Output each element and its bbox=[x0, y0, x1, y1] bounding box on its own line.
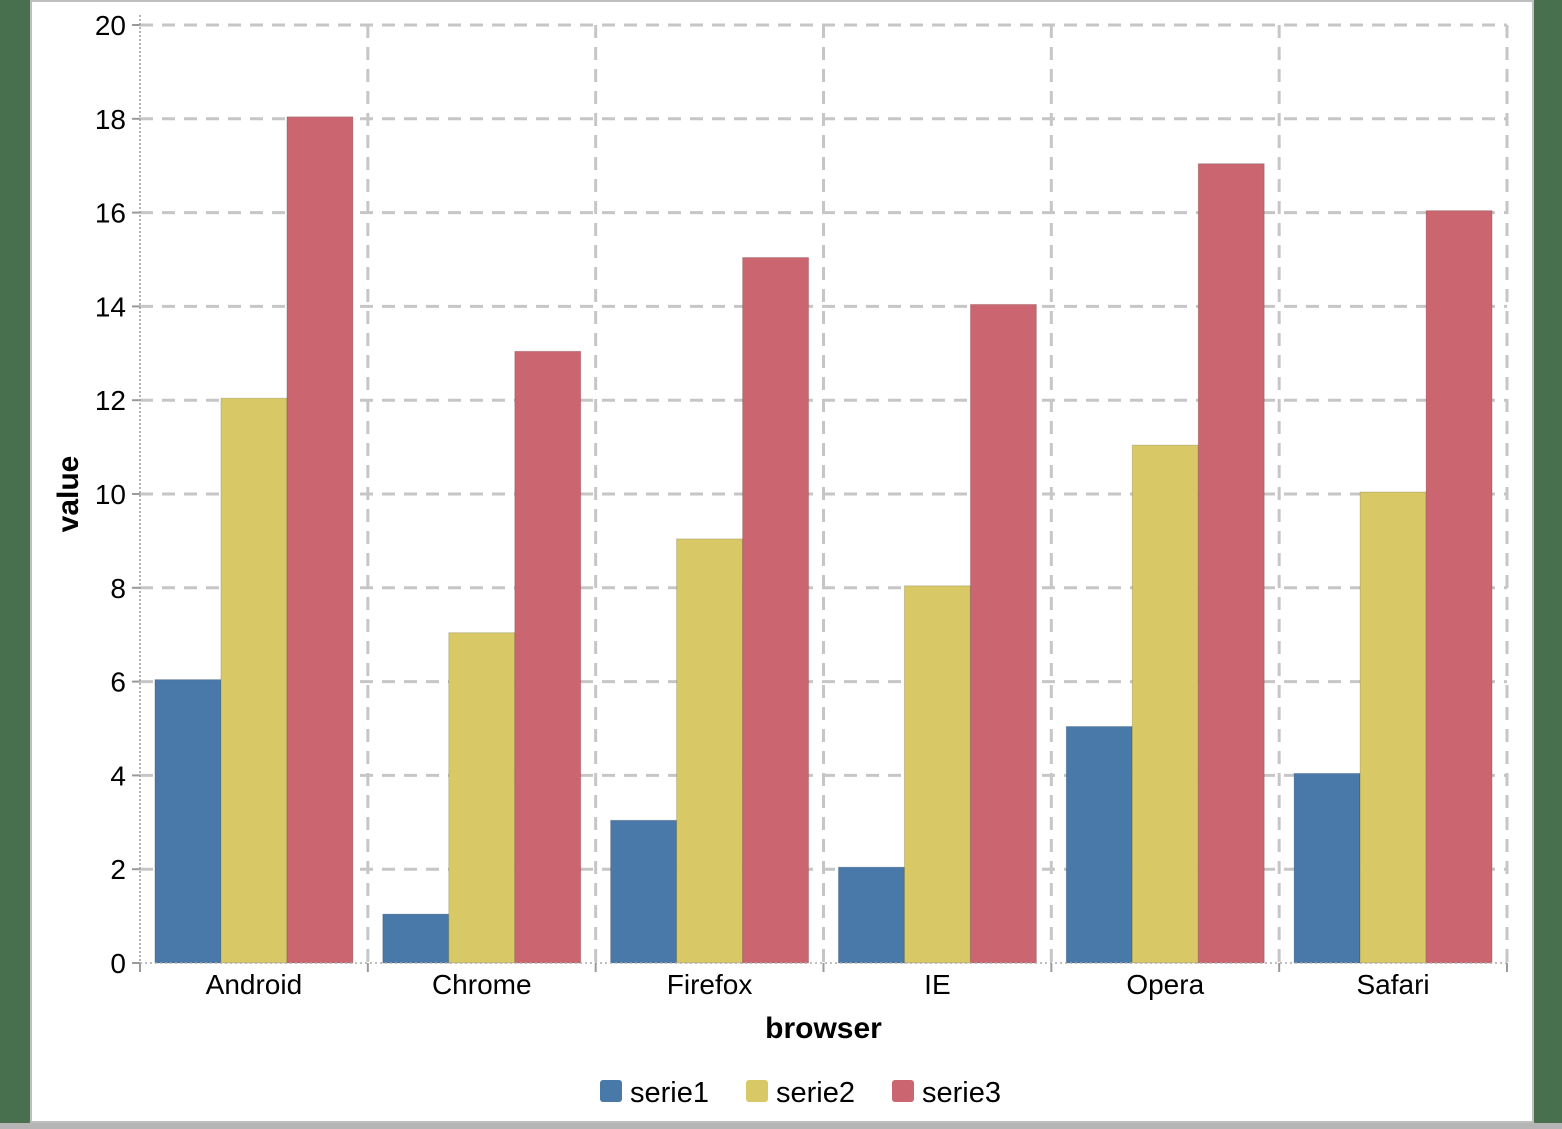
legend-item-serie1: serie1 bbox=[600, 1077, 709, 1109]
y-tick-label: 4 bbox=[110, 760, 126, 791]
bar-serie3-opera bbox=[1197, 163, 1265, 964]
x-axis-title: browser bbox=[765, 1012, 882, 1045]
bar-serie3-firefox bbox=[742, 257, 810, 964]
category-labels: Android Chrome Firefox IE Opera Safari bbox=[206, 969, 1430, 1000]
bar-serie2-safari bbox=[1359, 491, 1427, 964]
bar-serie3-ie bbox=[969, 303, 1037, 964]
window-bottom-edge bbox=[0, 1123, 1562, 1129]
legend-item-serie3: serie3 bbox=[892, 1077, 1001, 1109]
category-label-android: Android bbox=[206, 969, 303, 1000]
axis-ticks bbox=[132, 24, 1508, 972]
bar-serie2-ie bbox=[903, 585, 971, 964]
bars bbox=[154, 116, 1493, 964]
bar-serie2-chrome bbox=[448, 632, 516, 964]
bar-serie3-chrome bbox=[514, 350, 582, 964]
legend-label-serie3: serie3 bbox=[922, 1077, 1001, 1109]
bar-serie1-safari bbox=[1293, 772, 1361, 964]
category-label-firefox: Firefox bbox=[667, 969, 753, 1000]
category-label-opera: Opera bbox=[1126, 969, 1204, 1000]
bar-serie2-opera bbox=[1131, 444, 1199, 964]
bar-serie2-android bbox=[220, 397, 288, 964]
bar-serie3-safari bbox=[1425, 210, 1493, 964]
category-label-ie: IE bbox=[924, 969, 950, 1000]
legend: serie1 serie2 serie3 bbox=[600, 1077, 1001, 1109]
bar-serie1-ie bbox=[837, 866, 905, 964]
chart-panel: 0 2 4 6 8 10 12 14 16 18 20 Android Chrome Firefox IE O… bbox=[30, 0, 1534, 1123]
y-tick-label: 6 bbox=[110, 667, 126, 698]
y-tick-label: 18 bbox=[95, 104, 126, 135]
y-tick-label: 10 bbox=[95, 479, 126, 510]
y-tick-label: 14 bbox=[95, 291, 126, 322]
y-axis-title: value bbox=[52, 456, 85, 533]
bar-serie1-android bbox=[154, 679, 222, 964]
y-tick-label: 12 bbox=[95, 385, 126, 416]
legend-swatch-serie2 bbox=[746, 1080, 768, 1102]
bar-serie1-firefox bbox=[610, 819, 678, 964]
legend-swatch-serie3 bbox=[892, 1080, 914, 1102]
legend-swatch-serie1 bbox=[600, 1080, 622, 1102]
legend-label-serie1: serie1 bbox=[630, 1077, 709, 1109]
vertical-gridlines bbox=[366, 25, 1509, 963]
bar-serie1-chrome bbox=[382, 913, 450, 964]
y-tick-label: 0 bbox=[110, 948, 126, 979]
legend-label-serie2: serie2 bbox=[776, 1077, 855, 1109]
category-label-chrome: Chrome bbox=[432, 969, 532, 1000]
y-tick-labels: 0 2 4 6 8 10 12 14 16 18 20 bbox=[95, 10, 126, 979]
y-tick-label: 20 bbox=[95, 10, 126, 41]
bar-serie1-opera bbox=[1065, 726, 1133, 964]
y-tick-label: 2 bbox=[110, 854, 126, 885]
bar-serie2-firefox bbox=[676, 538, 744, 964]
y-tick-label: 8 bbox=[110, 573, 126, 604]
bar-chart: 0 2 4 6 8 10 12 14 16 18 20 Android Chrome Firefox IE O… bbox=[52, 10, 1509, 1109]
legend-item-serie2: serie2 bbox=[746, 1077, 855, 1109]
y-tick-label: 16 bbox=[95, 198, 126, 229]
bar-serie3-android bbox=[286, 116, 354, 964]
category-label-safari: Safari bbox=[1357, 969, 1430, 1000]
